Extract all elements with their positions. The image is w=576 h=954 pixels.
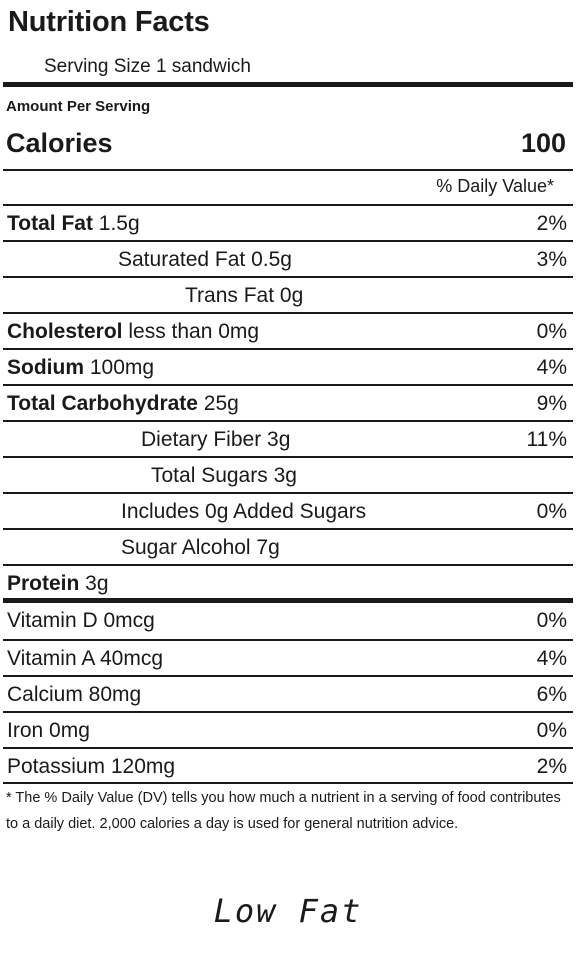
vitamin-daily-value: 0%	[536, 719, 567, 742]
nutrient-amount: Trans Fat 0g	[185, 284, 304, 307]
nutrient-amount: Includes 0g Added Sugars	[121, 500, 367, 523]
thick-divider	[3, 82, 573, 87]
vitamin-row: Calcium 80mg 6%	[3, 675, 573, 711]
calories-label: Calories	[6, 128, 113, 158]
divider	[3, 169, 573, 171]
nutrient-name-bold: Total Fat	[7, 212, 93, 235]
nutrient-amount: Sugar Alcohol 7g	[121, 536, 280, 559]
vitamin-daily-value: 0%	[536, 609, 567, 632]
nutrient-name-bold: Sodium	[7, 356, 84, 379]
nutrient-name: Sodium 100mg	[7, 356, 154, 380]
nutrient-daily-value: 4%	[536, 356, 567, 379]
nutrient-name-bold: Protein	[7, 572, 80, 595]
thick-divider	[3, 598, 573, 603]
calories-value: 100	[520, 128, 566, 158]
vitamin-row: Vitamin A 40mcg 4%	[3, 639, 573, 675]
label-title: Nutrition Facts	[8, 6, 210, 38]
vitamin-row: Vitamin D 0mcg 0%	[3, 603, 573, 639]
nutrient-name: Total Carbohydrate 25g	[7, 392, 239, 416]
nutrient-name: Cholesterol less than 0mg	[7, 320, 259, 344]
vitamin-name: Potassium 120mg	[7, 755, 176, 778]
nutrient-name: Total Fat 1.5g	[7, 212, 140, 236]
nutrient-daily-value: 9%	[536, 392, 567, 415]
nutrient-name-bold: Total Carbohydrate	[7, 392, 198, 415]
nutrient-amount: Saturated Fat 0.5g	[118, 248, 292, 271]
nutrient-amount: Total Sugars 3g	[151, 464, 297, 487]
nutrient-amount: 100mg	[84, 356, 155, 379]
daily-value-header: % Daily Value*	[436, 176, 554, 196]
nutrient-daily-value: 0%	[536, 500, 567, 523]
nutrient-row: Total Fat 1.5g 2%	[3, 204, 573, 240]
vitamin-name: Vitamin D 0mcg	[7, 609, 155, 632]
nutrient-daily-value: 0%	[536, 320, 567, 343]
nutrient-row: Includes 0g Added Sugars 0%	[3, 492, 573, 528]
nutrient-name: Saturated Fat 0.5g	[118, 248, 292, 272]
nutrient-amount: 1.5g	[92, 212, 140, 235]
nutrient-name: Trans Fat 0g	[185, 284, 303, 308]
nutrient-daily-value: 3%	[536, 248, 567, 271]
nutrient-amount: less than 0mg	[122, 320, 260, 343]
nutrient-row: Saturated Fat 0.5g 3%	[3, 240, 573, 276]
vitamin-daily-value: 4%	[536, 647, 567, 670]
nutrient-name: Protein 3g	[7, 572, 109, 596]
serving-size: Serving Size 1 sandwich	[44, 56, 251, 77]
vitamin-row: Potassium 120mg 2%	[3, 747, 573, 783]
nutrient-name: Total Sugars 3g	[151, 464, 297, 488]
amount-per-serving: Amount Per Serving	[6, 98, 151, 115]
vitamin-row: Iron 0mg 0%	[3, 711, 573, 747]
nutrient-name-bold: Cholesterol	[7, 320, 123, 343]
nutrient-name: Includes 0g Added Sugars	[121, 500, 366, 524]
nutrient-name: Dietary Fiber 3g	[141, 428, 290, 452]
nutrient-row: Cholesterol less than 0mg 0%	[3, 312, 573, 348]
nutrient-row: Total Carbohydrate 25g 9%	[3, 384, 573, 420]
vitamin-daily-value: 6%	[536, 683, 567, 706]
nutrient-amount: Dietary Fiber 3g	[141, 428, 291, 451]
nutrient-row: Sugar Alcohol 7g	[3, 528, 573, 564]
vitamin-name: Iron 0mg	[7, 719, 90, 742]
nutrient-row: Trans Fat 0g	[3, 276, 573, 312]
nutrient-daily-value: 2%	[536, 212, 567, 235]
vitamin-daily-value: 2%	[536, 755, 567, 778]
nutrient-amount: 25g	[197, 392, 239, 415]
low-fat-claim: Low Fat	[213, 892, 363, 930]
nutrient-row: Protein 3g	[3, 564, 573, 600]
vitamin-name: Calcium 80mg	[7, 683, 142, 706]
vitamin-name: Vitamin A 40mcg	[7, 647, 164, 670]
divider	[3, 782, 573, 784]
nutrient-row: Sodium 100mg 4%	[3, 348, 573, 384]
nutrient-row: Total Sugars 3g	[3, 456, 573, 492]
nutrient-name: Sugar Alcohol 7g	[121, 536, 280, 560]
nutrient-row: Dietary Fiber 3g 11%	[3, 420, 573, 456]
footnote: * The % Daily Value (DV) tells you how m…	[6, 790, 561, 832]
nutrient-amount: 3g	[79, 572, 109, 595]
nutrient-daily-value: 11%	[526, 428, 567, 451]
